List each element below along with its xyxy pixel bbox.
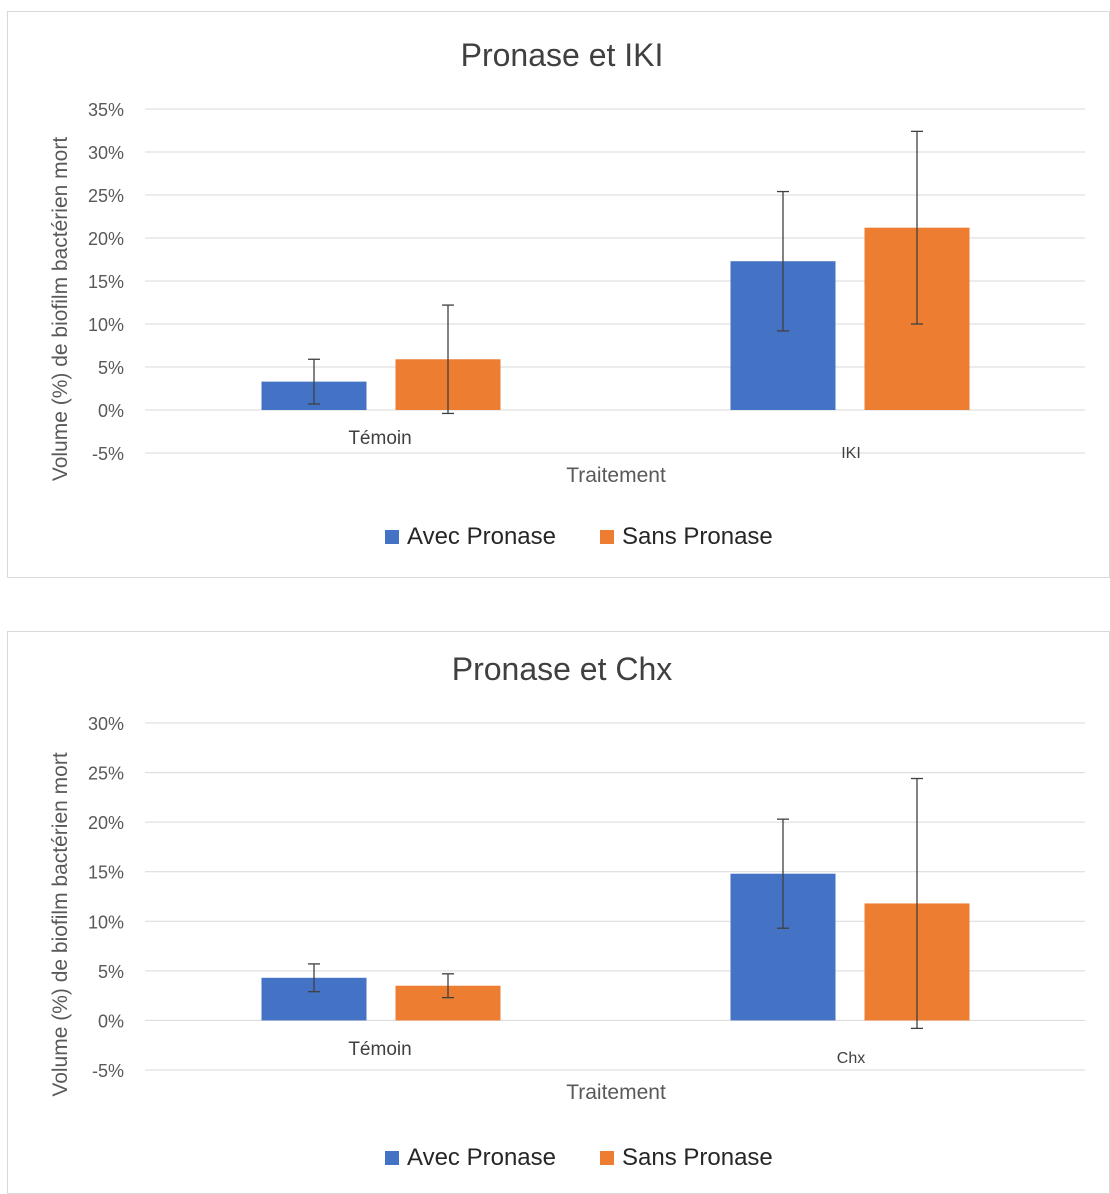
y-tick-label: 10% [88, 315, 124, 335]
y-tick-label: 10% [88, 912, 124, 932]
legend-label: Avec Pronase [407, 523, 556, 550]
y-tick-label: 25% [88, 764, 124, 784]
legend-swatch [600, 530, 614, 544]
y-tick-label: 15% [88, 863, 124, 883]
y-tick-label: 5% [98, 962, 124, 982]
legend-label: Avec Pronase [407, 1144, 556, 1171]
y-tick-label: 20% [88, 229, 124, 249]
y-tick-label: 20% [88, 813, 124, 833]
error-bar [442, 973, 454, 999]
y-tick-label: 30% [88, 143, 124, 163]
y-tick-label: 0% [98, 401, 124, 421]
x-tick-label: Témoin [348, 1039, 411, 1060]
y-axis-title: Volume (%) de biofilm bactérien mort [49, 752, 72, 1096]
legend-item-avec-pronase: Avec Pronase [385, 1144, 556, 1171]
error-bar [777, 190, 789, 332]
chart-svg: Pronase et Chx -5% 0% 5% 10% 15% 20% 25% 30% Témo… [7, 631, 1110, 1194]
x-tick-label: Témoin [348, 428, 411, 449]
chart-pronase-iki: Pronase et IKI -5% 0% 5% 10% 15% 20% 25% 30% 35% T… [0, 0, 1110, 582]
error-bar [308, 358, 320, 405]
x-axis-title: Traitement [566, 1081, 666, 1104]
legend-item-sans-pronase: Sans Pronase [600, 523, 773, 550]
legend-item-sans-pronase: Sans Pronase [600, 1144, 773, 1171]
error-bar [442, 304, 454, 415]
y-tick-label: 5% [98, 358, 124, 378]
error-bar [911, 777, 923, 1030]
x-tick-label: IKI [841, 445, 861, 462]
y-tick-label: 35% [88, 100, 124, 120]
chart-pronase-chx: Pronase et Chx -5% 0% 5% 10% 15% 20% 25% 30% Témo… [0, 620, 1110, 1194]
chart-title: Pronase et IKI [461, 37, 664, 73]
chart-svg: Pronase et IKI -5% 0% 5% 10% 15% 20% 25% 30% 35% T… [7, 11, 1110, 578]
legend-label: Sans Pronase [622, 523, 773, 550]
legend-swatch [385, 1151, 399, 1165]
error-bar [911, 130, 923, 325]
y-tick-label: 25% [88, 186, 124, 206]
y-tick-label: -5% [92, 444, 124, 464]
legend-item-avec-pronase: Avec Pronase [385, 523, 556, 550]
legend-swatch [600, 1151, 614, 1165]
legend-swatch [385, 530, 399, 544]
x-axis-title: Traitement [566, 464, 666, 487]
y-axis-title: Volume (%) de biofilm bactérien mort [49, 137, 72, 481]
error-bar [308, 963, 320, 993]
legend-label: Sans Pronase [622, 1144, 773, 1171]
x-tick-label: Chx [837, 1050, 865, 1067]
error-bar [777, 818, 789, 929]
y-tick-label: 15% [88, 272, 124, 292]
chart-title: Pronase et Chx [452, 651, 673, 687]
y-tick-label: -5% [92, 1061, 124, 1081]
y-tick-label: 30% [88, 714, 124, 734]
y-tick-label: 0% [98, 1011, 124, 1031]
